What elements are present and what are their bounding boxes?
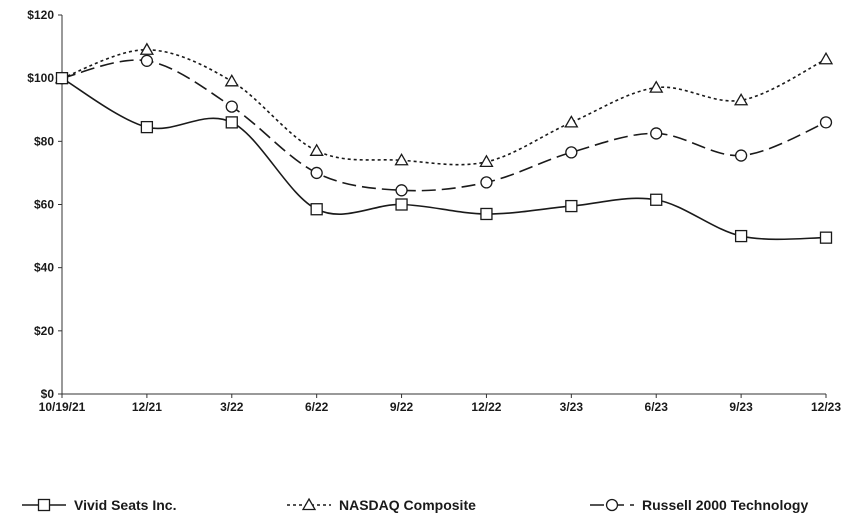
legend-item: Russell 2000 Technology: [590, 497, 808, 513]
data-point: [564, 115, 579, 128]
data-point: [480, 207, 493, 221]
series-square: [55, 72, 833, 244]
data-point: [225, 100, 238, 113]
data-point: [395, 184, 408, 197]
legend-item: NASDAQ Composite: [287, 497, 476, 513]
data-point: [818, 51, 834, 65]
y-tick-label: $100: [27, 71, 54, 85]
y-tick-label: $80: [34, 134, 54, 148]
series-line: [61, 48, 827, 166]
legend-swatch-marker: [605, 498, 619, 512]
data-point: [309, 143, 324, 156]
series-triangle: [54, 42, 834, 168]
chart-axes: [61, 15, 826, 395]
x-tick-label: 9/22: [390, 400, 414, 414]
x-tick-label: 10/19/21: [39, 400, 86, 414]
x-tick-label: 9/23: [729, 400, 753, 414]
data-point: [819, 116, 833, 129]
legend-label: NASDAQ Composite: [339, 497, 476, 513]
x-axis-ticks: 10/19/21 12/21 3/22 6/22 9/22 12/22 3/23 6/23 9/…: [39, 394, 841, 414]
data-point: [480, 176, 493, 189]
y-tick-label: $40: [34, 261, 54, 275]
data-point: [394, 152, 409, 166]
data-point: [224, 74, 239, 87]
data-point: [819, 231, 833, 244]
data-point: [734, 229, 748, 243]
y-tick-label: $20: [34, 324, 54, 338]
data-point: [565, 199, 578, 213]
series-line: [61, 77, 827, 241]
data-point: [310, 166, 323, 180]
data-point: [140, 120, 154, 134]
data-point: [479, 154, 494, 168]
y-tick-label: $60: [34, 198, 54, 212]
data-point: [565, 146, 578, 159]
legend-item: Vivid Seats Inc.: [22, 497, 176, 513]
series-line: [61, 59, 827, 192]
x-tick-label: 3/22: [220, 400, 244, 414]
data-point: [649, 80, 664, 93]
data-point: [140, 54, 154, 67]
y-tick-label: $0: [41, 387, 55, 401]
data-point: [55, 72, 69, 85]
series-circle: [55, 54, 833, 197]
data-point: [650, 193, 663, 206]
data-point: [139, 42, 155, 55]
y-axis-ticks: $0 $20 $40 $60 $80 $100 $120: [27, 8, 62, 401]
data-point: [225, 116, 238, 129]
legend-label: Russell 2000 Technology: [642, 497, 808, 513]
chart-series: [54, 42, 834, 244]
x-tick-label: 12/22: [471, 400, 501, 414]
data-point: [650, 127, 663, 140]
legend-swatch-marker: [37, 498, 51, 512]
x-tick-label: 6/23: [645, 400, 669, 414]
x-tick-label: 12/23: [811, 400, 841, 414]
x-tick-label: 12/21: [132, 400, 162, 414]
data-point: [395, 198, 408, 211]
y-tick-label: $120: [27, 8, 54, 22]
data-point: [310, 203, 323, 216]
chart-legend: Vivid Seats Inc. NASDAQ Composite Russell …: [22, 497, 808, 513]
legend-label: Vivid Seats Inc.: [74, 497, 176, 513]
legend-swatch-marker: [301, 497, 317, 511]
data-point: [734, 149, 748, 162]
x-tick-label: 3/23: [560, 400, 584, 414]
data-point: [733, 92, 749, 106]
x-tick-label: 6/22: [305, 400, 329, 414]
